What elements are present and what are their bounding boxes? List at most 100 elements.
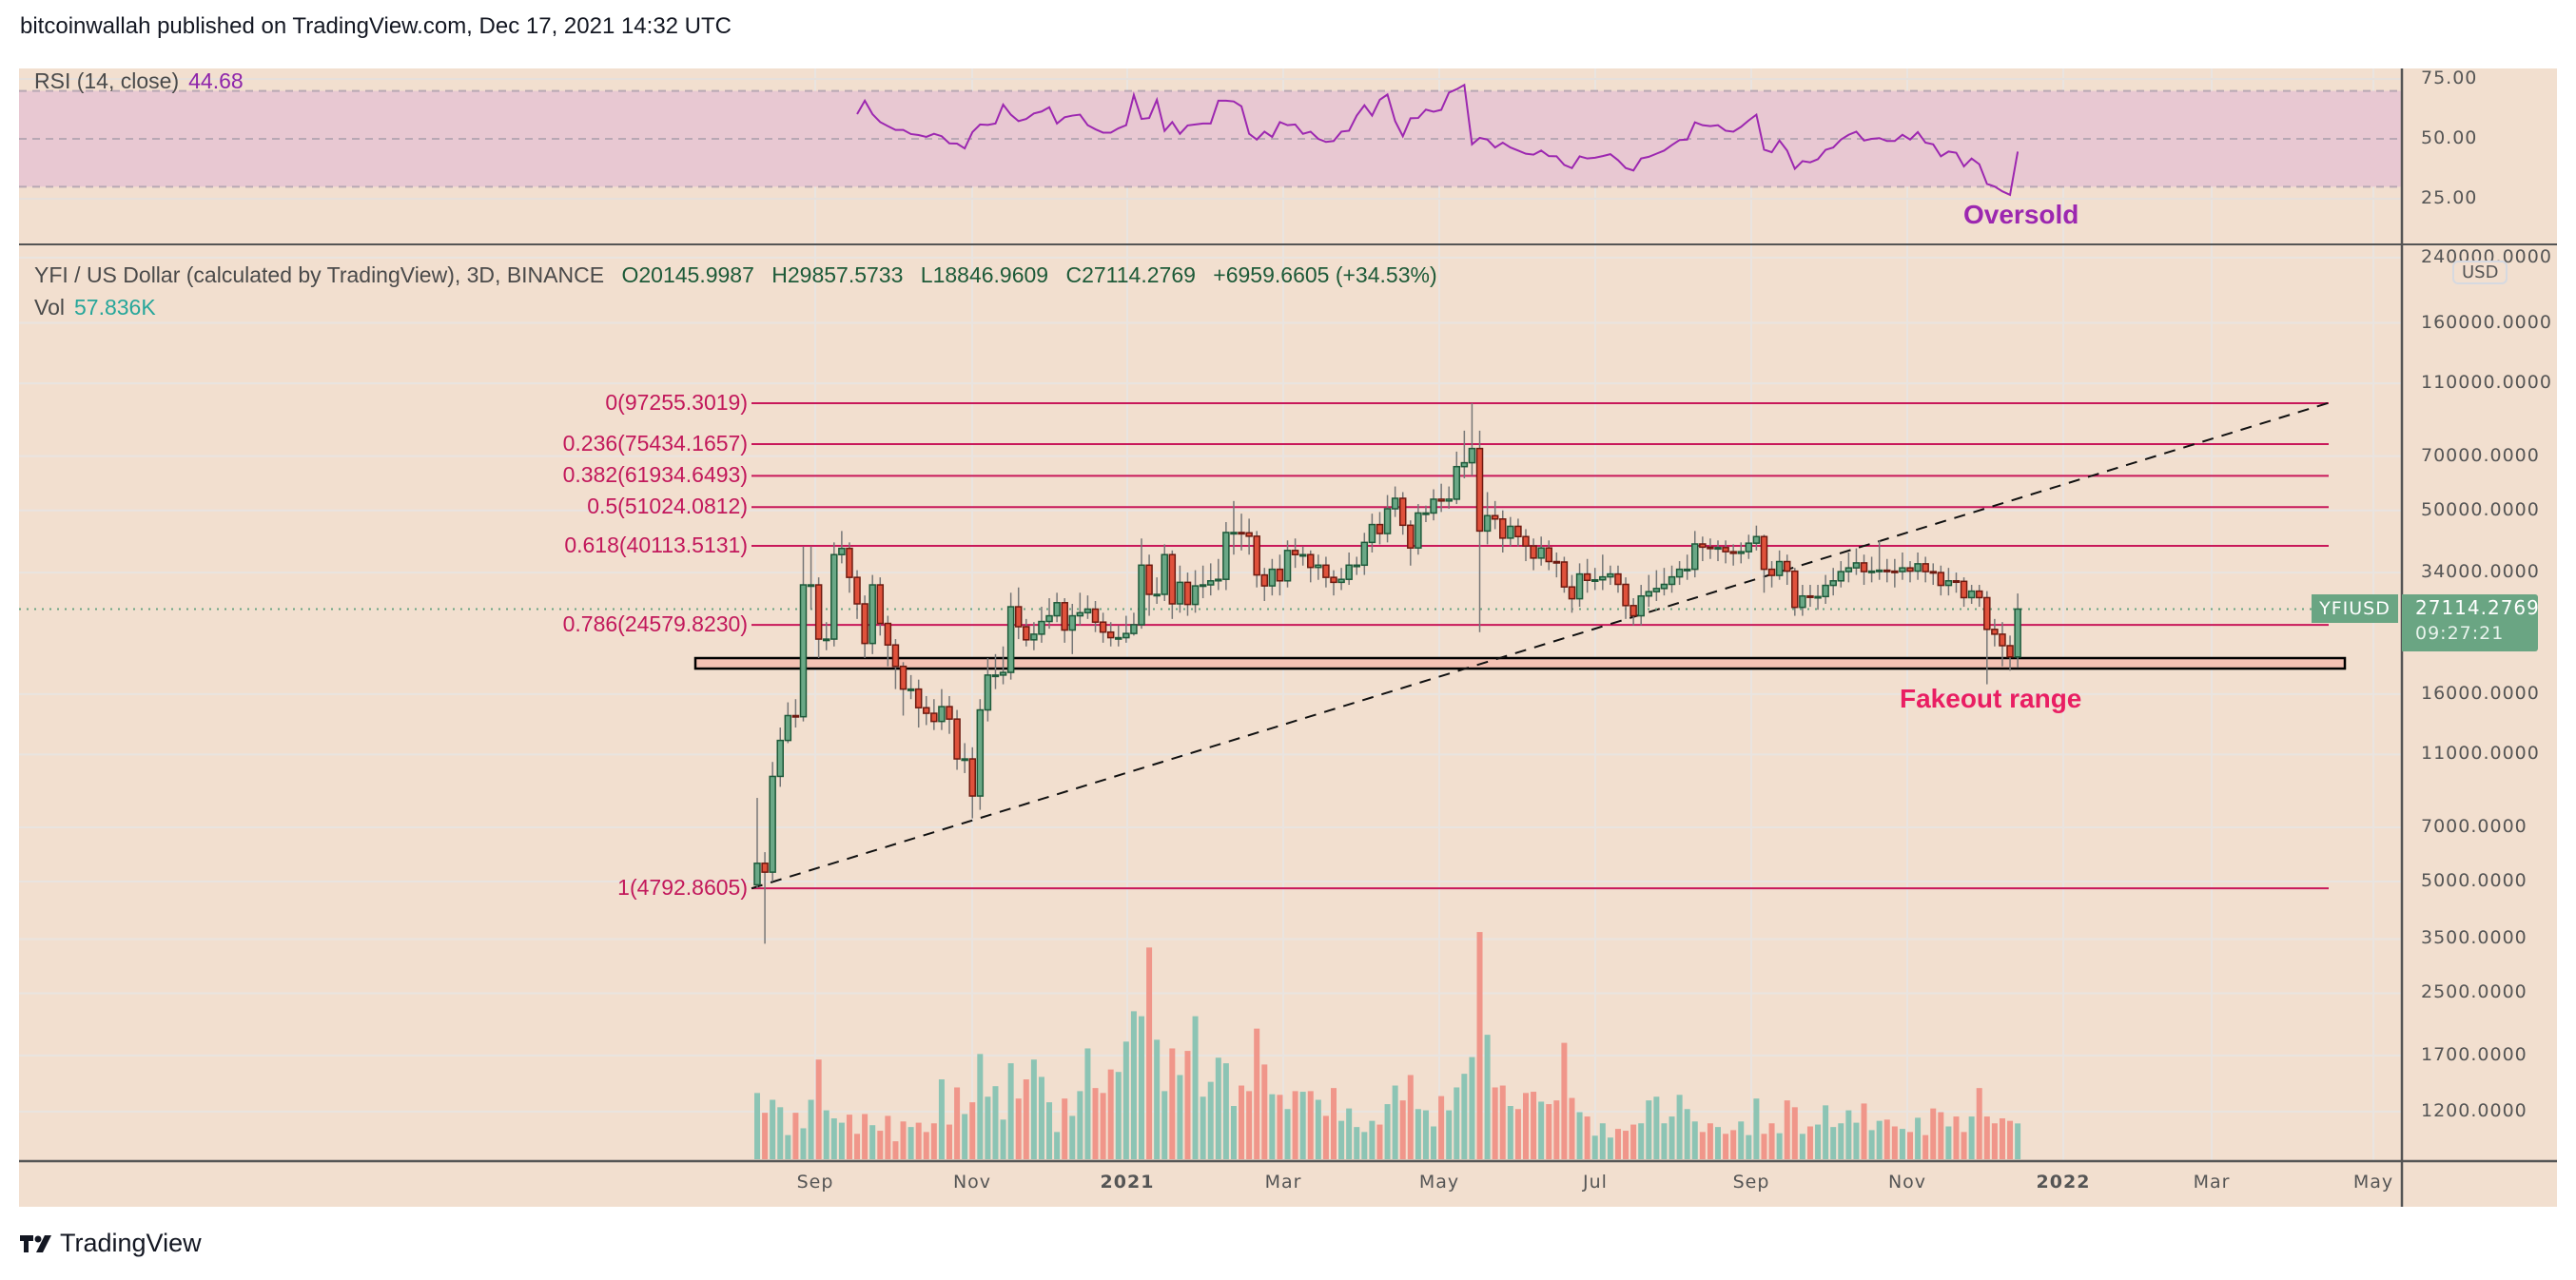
candle <box>891 639 900 689</box>
candle-body <box>1829 580 1837 587</box>
volume-bar <box>854 1134 861 1159</box>
volume-bar <box>1768 1123 1775 1159</box>
ohlc-open: O20145.9987 <box>621 262 754 287</box>
candle <box>1630 598 1637 626</box>
candle <box>1944 568 1953 596</box>
candle-body <box>938 706 946 723</box>
candle <box>1545 540 1552 571</box>
volume-value: 57.836K <box>73 295 156 320</box>
candle <box>1068 603 1077 654</box>
candle <box>1983 591 1991 685</box>
currency-button[interactable]: USD <box>2452 261 2508 284</box>
price-axis-label: 16000.0000 <box>2421 682 2540 704</box>
candle-body <box>1775 560 1784 576</box>
candle-body <box>1568 586 1576 600</box>
last-price-label: 27114.2769 09:27:21 <box>2402 594 2539 651</box>
candle-body <box>1183 581 1192 606</box>
volume-bar <box>1469 1057 1475 1159</box>
candle <box>1914 553 1922 580</box>
volume-bar <box>1246 1091 1253 1159</box>
candle-body <box>1260 573 1269 587</box>
candle <box>1891 558 1899 588</box>
volume-bar <box>754 1093 760 1159</box>
volume-bar <box>830 1118 837 1159</box>
candle <box>1106 622 1115 647</box>
candle-body <box>1068 614 1077 631</box>
chart-canvas[interactable] <box>19 68 2557 1207</box>
candle <box>1061 598 1068 643</box>
volume-bar <box>1899 1129 1905 1159</box>
candle <box>1637 585 1645 626</box>
candle-body <box>1552 560 1561 564</box>
candle-body <box>1791 570 1799 609</box>
candle-body <box>1253 535 1260 576</box>
candle <box>1530 538 1537 571</box>
volume-bar <box>930 1123 937 1159</box>
candle <box>1122 615 1130 643</box>
candle <box>1253 531 1260 588</box>
candle-body <box>914 688 923 708</box>
candle <box>1337 568 1345 591</box>
candle-body <box>876 584 885 625</box>
candle-body <box>1645 591 1653 597</box>
fib-level-label: 1(4792.8605) <box>617 875 748 901</box>
candle <box>861 595 868 659</box>
tradingview-logo[interactable]: TradingView <box>20 1229 202 1258</box>
volume-bar <box>1346 1108 1353 1159</box>
rsi-value: 44.68 <box>188 68 244 93</box>
candle-body <box>1483 514 1492 533</box>
volume-bar <box>962 1114 968 1159</box>
candle <box>761 852 769 944</box>
candle-body <box>799 584 808 718</box>
volume-bar <box>1354 1127 1360 1159</box>
candle-body <box>807 584 815 588</box>
volume-bar <box>1392 1085 1398 1159</box>
candle <box>1806 585 1814 608</box>
candle <box>1130 612 1138 636</box>
volume-bar <box>1830 1127 1837 1159</box>
volume-bar <box>1930 1108 1937 1159</box>
rsi-axis-label: 25.00 <box>2421 187 2478 208</box>
volume-bar <box>1062 1098 1068 1159</box>
candle-body <box>1699 543 1707 549</box>
candle <box>1475 430 1484 632</box>
volume-bar <box>792 1113 799 1159</box>
candle <box>1991 618 1999 647</box>
candle <box>2006 635 2014 671</box>
candle <box>1760 534 1768 593</box>
volume-bar <box>1823 1105 1829 1159</box>
candle <box>1937 565 1945 596</box>
candle <box>1391 486 1399 517</box>
candle-body <box>769 775 776 873</box>
volume-bar <box>1976 1088 1982 1159</box>
candle <box>1445 486 1453 510</box>
price-axis-label: 1700.0000 <box>2421 1043 2527 1065</box>
volume-bar <box>1107 1069 1114 1159</box>
price-axis-label: 160000.0000 <box>2421 311 2552 333</box>
candle <box>1376 512 1384 545</box>
candle-body <box>1937 572 1945 587</box>
volume-bar <box>846 1115 852 1159</box>
volume-bar <box>1607 1137 1613 1159</box>
candle <box>1453 451 1461 505</box>
volume-bar <box>1776 1133 1783 1159</box>
candle-body <box>1153 593 1161 597</box>
candle <box>1161 544 1168 601</box>
candle-body <box>1652 588 1661 592</box>
volume-bar <box>1676 1095 1683 1159</box>
chart-panel[interactable] <box>19 68 2557 1207</box>
candle-body <box>1975 590 1983 599</box>
volume-bar <box>1315 1099 1321 1159</box>
candle-body <box>1668 575 1676 586</box>
candle-body <box>1814 595 1822 599</box>
volume-bar <box>1669 1116 1675 1159</box>
volume-bar <box>1815 1124 1822 1159</box>
volume-bar <box>977 1054 984 1159</box>
candle-body <box>1115 636 1122 640</box>
candle <box>799 546 808 722</box>
candle <box>1522 529 1530 562</box>
candle <box>1683 554 1691 580</box>
candle-body <box>968 758 976 797</box>
candle <box>1822 574 1829 604</box>
candle-body <box>1630 605 1637 617</box>
